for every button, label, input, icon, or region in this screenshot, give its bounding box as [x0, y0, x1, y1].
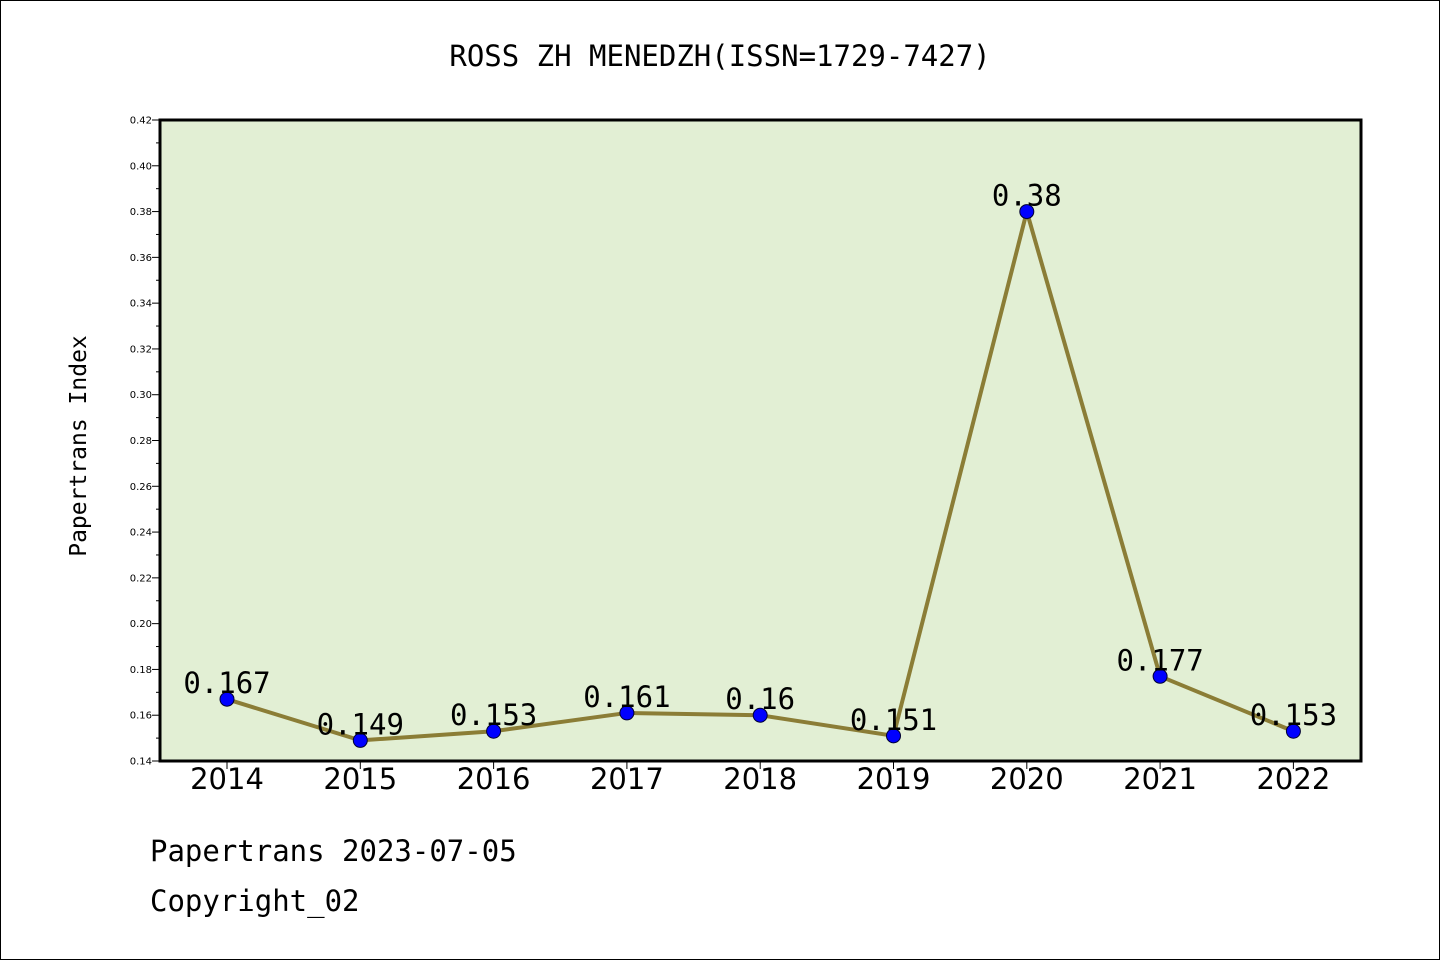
data-label: 0.153 — [450, 698, 537, 732]
y-tick-label: 0.34 — [130, 299, 152, 310]
data-point — [219, 691, 235, 707]
data-point — [486, 723, 502, 739]
x-tick-label: 2017 — [590, 762, 664, 796]
data-label: 0.16 — [725, 682, 795, 716]
data-point — [752, 707, 768, 723]
data-label: 0.151 — [850, 703, 937, 737]
x-tick-label: 2016 — [457, 762, 531, 796]
data-point — [1285, 723, 1301, 739]
chart-title: ROSS ZH MENEDZH(ISSN=1729-7427) — [449, 39, 990, 73]
data-point — [619, 705, 635, 721]
footer-copyright-text: Copyright_02 — [150, 884, 360, 918]
y-tick-label: 0.38 — [130, 207, 152, 218]
x-tick-label: 2018 — [723, 762, 797, 796]
data-point — [1152, 668, 1168, 684]
y-tick-label: 0.30 — [130, 390, 152, 401]
y-tick-label: 0.14 — [130, 757, 152, 768]
x-tick-label: 2020 — [990, 762, 1064, 796]
data-label: 0.149 — [317, 707, 404, 741]
x-axis: 2014 2015 2016 2017 2018 2019 2020 2021 2022 — [190, 761, 1330, 796]
y-tick-label: 0.24 — [130, 528, 152, 539]
y-tick-label: 0.42 — [130, 116, 152, 127]
y-tick-label: 0.32 — [130, 344, 152, 355]
y-tick-label: 0.22 — [130, 573, 152, 584]
y-axis: 0.14 0.16 0.18 0.20 0.22 0.24 0.26 0.28 0.30 0.32… — [130, 116, 160, 768]
data-label: 0.177 — [1116, 643, 1203, 677]
y-tick-label: 0.26 — [130, 482, 152, 493]
x-tick-label: 2021 — [1123, 762, 1197, 796]
data-label: 0.167 — [183, 666, 270, 700]
y-axis-label: Papertrans Index — [66, 335, 92, 557]
data-label: 0.153 — [1250, 698, 1337, 732]
y-tick-label: 0.20 — [130, 619, 152, 630]
x-tick-label: 2015 — [323, 762, 397, 796]
x-tick-label: 2022 — [1256, 762, 1330, 796]
x-tick-label: 2019 — [857, 762, 931, 796]
y-tick-label: 0.28 — [130, 436, 152, 447]
data-label: 0.161 — [583, 680, 670, 714]
y-tick-label: 0.16 — [130, 711, 152, 722]
plot-area — [158, 118, 1363, 763]
data-labels: 0.167 0.149 0.153 0.161 0.16 0.151 0.38 0.177 0.… — [183, 179, 1337, 742]
data-point — [1019, 204, 1035, 220]
data-label: 0.38 — [992, 179, 1062, 213]
y-tick-label: 0.36 — [130, 253, 152, 264]
footer-date-text: Papertrans 2023-07-05 — [150, 834, 517, 868]
data-point — [352, 732, 368, 748]
x-tick-label: 2014 — [190, 762, 264, 796]
data-point — [886, 728, 901, 744]
y-tick-label: 0.18 — [130, 665, 152, 676]
y-tick-label: 0.40 — [130, 161, 152, 172]
series-layer — [219, 204, 1301, 748]
